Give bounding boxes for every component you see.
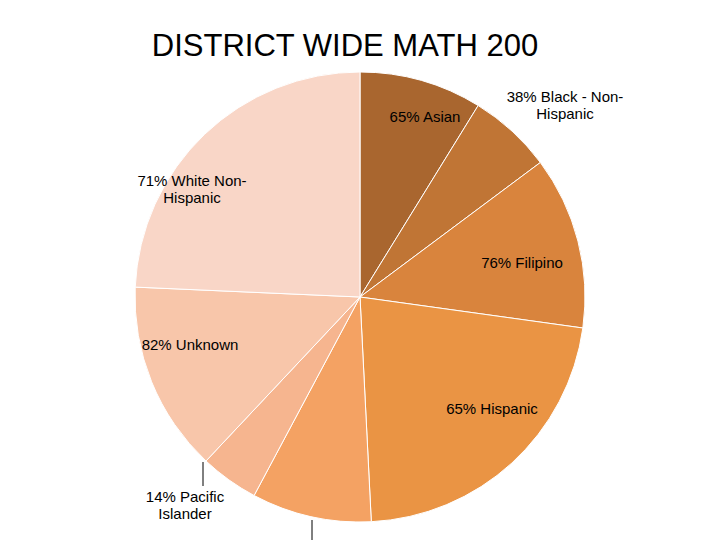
labels: 65% Asian38% Black - Non-Hispanic76% Fil… bbox=[137, 88, 623, 540]
label-line: 65% Hispanic bbox=[446, 400, 538, 417]
slice-label: 82% Unknown bbox=[142, 336, 239, 353]
slice-label: 14% PacificIslander bbox=[146, 488, 225, 522]
pie-slice bbox=[360, 297, 583, 522]
leader-line bbox=[312, 520, 313, 540]
label-line: Islander bbox=[158, 505, 211, 522]
label-line: Hispanic bbox=[163, 189, 221, 206]
label-line: 82% Unknown bbox=[142, 336, 239, 353]
slice-label: 38% Black - Non-Hispanic bbox=[507, 88, 624, 122]
leader-line bbox=[203, 462, 204, 486]
label-line: 71% White Non- bbox=[137, 172, 246, 189]
label-line: 38% Black - Non- bbox=[507, 88, 624, 105]
slice-label: 65% Asian bbox=[390, 108, 461, 125]
chart-title: DISTRICT WIDE MATH 200 bbox=[152, 28, 538, 63]
label-line: 14% Pacific bbox=[146, 488, 225, 505]
label-line: Hispanic bbox=[536, 105, 594, 122]
label-line: 65% Asian bbox=[390, 108, 461, 125]
pie-slice bbox=[135, 72, 360, 297]
pie-slice bbox=[135, 287, 360, 461]
label-line: 76% Filipino bbox=[481, 254, 563, 271]
slice-label: 65% Hispanic bbox=[446, 400, 538, 417]
chart: DISTRICT WIDE MATH 200 65% Asian 38% Black… bbox=[0, 0, 720, 540]
slice-label: 76% Filipino bbox=[481, 254, 563, 271]
slice-label: 71% White Non-Hispanic bbox=[137, 172, 246, 206]
pie-slices bbox=[135, 72, 585, 522]
